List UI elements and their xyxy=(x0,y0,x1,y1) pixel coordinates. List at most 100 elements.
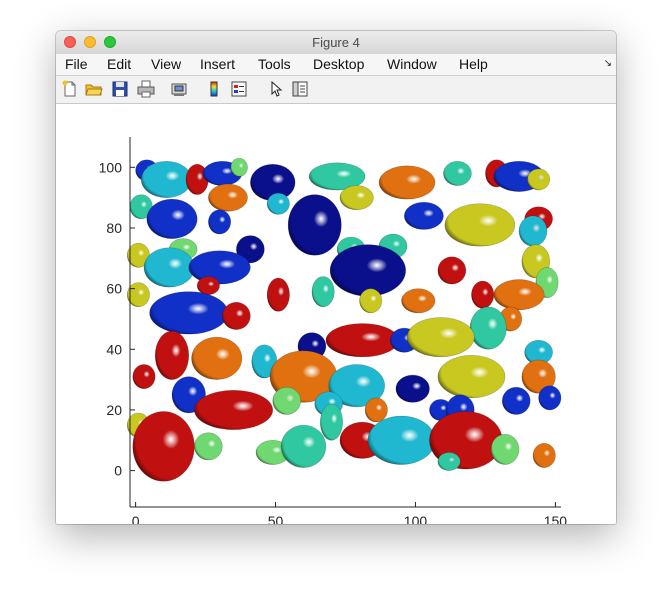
insert-colorbar-button[interactable] xyxy=(205,80,223,98)
ellipsoid-point-47 xyxy=(191,336,243,380)
maximize-window-button[interactable] xyxy=(104,36,116,48)
ellipsoid-point-14 xyxy=(527,168,551,191)
x-tick-label-0: 0 xyxy=(132,513,140,524)
window-title: Figure 4 xyxy=(312,35,360,50)
ellipsoid-point-5 xyxy=(208,183,248,212)
ellipsoid-point-4 xyxy=(230,157,248,177)
ellipsoid-point-36 xyxy=(266,277,290,312)
ellipsoid-point-18 xyxy=(287,194,342,256)
save-figure-button[interactable] xyxy=(111,80,129,98)
title-bar[interactable]: Figure 4 xyxy=(56,31,616,55)
ellipsoid-point-27 xyxy=(188,250,251,285)
menu-insert[interactable]: Insert xyxy=(200,56,236,72)
y-tick-label-40: 40 xyxy=(106,341,122,357)
ellipsoid-point-67 xyxy=(501,386,531,415)
ellipsoid-point-17 xyxy=(208,209,232,235)
ellipsoid-point-8 xyxy=(308,162,366,191)
ellipsoid-point-54 xyxy=(132,364,156,390)
ellipsoid-point-22 xyxy=(518,215,548,247)
ellipsoid-point-31 xyxy=(437,256,467,285)
figure-window: Figure 4 File Edit View Insert Tools Des… xyxy=(56,31,616,524)
edit-plot-button[interactable] xyxy=(267,80,285,98)
ellipsoid-point-35 xyxy=(196,276,220,296)
ellipsoid-point-46 xyxy=(154,330,190,380)
ellipsoid-point-11 xyxy=(443,160,472,186)
ellipsoid-point-7 xyxy=(266,192,290,215)
figure-toolbar xyxy=(56,76,616,104)
new-figure-button[interactable] xyxy=(61,80,79,98)
print-figure-button[interactable] xyxy=(137,80,155,98)
menu-edit[interactable]: Edit xyxy=(107,56,132,72)
ellipsoid-point-78 xyxy=(437,452,461,471)
save-icon xyxy=(112,81,128,97)
print-icon xyxy=(137,80,155,98)
ellipsoid-point-37 xyxy=(311,276,335,308)
y-tick-label-100: 100 xyxy=(99,159,123,175)
menu-help[interactable]: Help xyxy=(459,56,488,72)
menu-file[interactable]: File xyxy=(65,56,88,72)
ellipsoid-point-44 xyxy=(222,301,251,330)
ellipsoid-point-20 xyxy=(444,203,516,247)
ellipsoid-point-1 xyxy=(140,160,192,198)
new-figure-icon xyxy=(62,80,76,97)
ellipsoid-point-58 xyxy=(437,355,506,399)
ellipsoid-point-68 xyxy=(538,385,562,411)
ellipsoid-point-34 xyxy=(126,282,150,308)
ellipsoid-point-56 xyxy=(328,364,385,408)
ellipsoid-point-74 xyxy=(320,403,344,441)
ellipsoid-point-41 xyxy=(493,279,545,311)
pointer-icon xyxy=(271,80,283,97)
ellipsoid-point-61 xyxy=(272,386,302,415)
ellipsoid-point-79 xyxy=(490,433,520,465)
ellipsoid-point-30 xyxy=(329,244,406,297)
y-tick-label-20: 20 xyxy=(106,402,122,418)
legend-icon xyxy=(231,81,247,97)
open-file-button[interactable] xyxy=(85,80,103,98)
ellipsoid-point-45 xyxy=(469,306,507,350)
ellipsoid-point-50 xyxy=(325,323,399,358)
ellipsoid-point-38 xyxy=(359,288,383,314)
y-tick-label-0: 0 xyxy=(114,463,122,479)
link-plot-button[interactable] xyxy=(170,80,188,98)
plot-axes[interactable]: 0 50 100 150 0 20 40 60 80 100 xyxy=(56,104,616,524)
ellipsoid-point-10 xyxy=(378,165,436,200)
ellipsoid-point-25 xyxy=(236,235,265,264)
ellipsoid-point-76 xyxy=(367,415,436,465)
ellipsoid-point-57 xyxy=(395,374,430,403)
y-tick-label-60: 60 xyxy=(106,281,122,297)
x-tick-label-150: 150 xyxy=(544,513,568,524)
menu-tools[interactable]: Tools xyxy=(258,56,291,72)
menu-view[interactable]: View xyxy=(151,56,182,72)
y-tick-label-80: 80 xyxy=(106,220,122,236)
link-plot-icon xyxy=(171,83,187,96)
x-tick-label-50: 50 xyxy=(268,513,284,524)
ellipsoid-point-40 xyxy=(471,280,495,309)
ellipsoid-point-62 xyxy=(194,389,274,430)
ellipsoid-point-52 xyxy=(406,317,475,358)
ellipsoid-point-9 xyxy=(339,185,374,211)
insert-legend-button[interactable] xyxy=(230,80,248,98)
property-editor-button[interactable] xyxy=(291,80,309,98)
menu-desktop[interactable]: Desktop xyxy=(313,56,365,72)
dock-arrow-icon[interactable]: ↘ xyxy=(603,58,612,69)
ellipsoid-point-64 xyxy=(364,397,388,423)
menu-bar: File Edit View Insert Tools Desktop Wind… xyxy=(56,54,616,76)
close-window-button[interactable] xyxy=(64,36,76,48)
ellipsoid-point-73 xyxy=(280,424,327,468)
ellipsoid-point-59 xyxy=(521,359,556,394)
x-tick-label-100: 100 xyxy=(404,513,428,524)
ellipsoid-point-43 xyxy=(149,291,229,335)
property-inspector-icon xyxy=(292,81,308,97)
ellipsoid-point-80 xyxy=(532,443,556,468)
colorbar-icon xyxy=(210,81,218,97)
ellipsoid-point-19 xyxy=(403,201,444,230)
ellipsoid-point-26 xyxy=(143,247,195,288)
ellipsoid-point-70 xyxy=(132,411,195,482)
figure-canvas[interactable]: 0 50 100 150 0 20 40 60 80 100 xyxy=(56,104,616,524)
minimize-window-button[interactable] xyxy=(84,36,96,48)
ellipsoid-point-16 xyxy=(146,198,198,239)
menu-window[interactable]: Window xyxy=(387,56,437,72)
ellipsoid-point-71 xyxy=(194,432,223,461)
ellipsoid-point-39 xyxy=(401,288,436,314)
folder-icon xyxy=(85,84,103,96)
